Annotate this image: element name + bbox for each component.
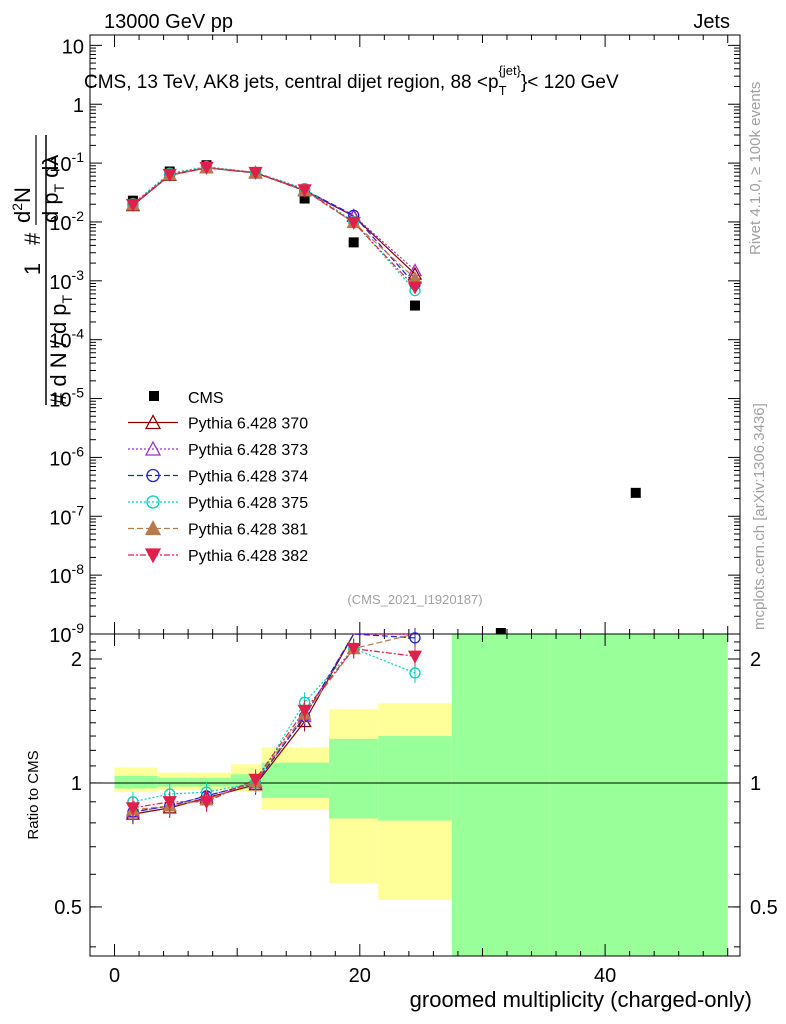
analysis-id: (CMS_2021_I1920187) [347,592,482,607]
mc-line-2 [132,166,416,285]
ratio-point-5 [346,642,361,656]
cms-data-point [348,237,359,248]
cms-data-point [630,487,641,498]
ratio-point-5 [407,650,423,664]
ratio-y-tick-label: 2 [71,649,82,671]
legend-marker-2 [146,468,160,483]
legend-marker-0 [144,414,162,430]
y-tick-label: 10-5 [49,385,84,412]
ratio-y-label: Ratio to CMS [25,750,42,839]
y-label-inner-den: d pTdλ [38,155,67,223]
y-tick-label: 10-3 [49,267,84,294]
y-label-denominator: # d N / d pT [46,294,75,405]
mc-point-5 [125,198,141,212]
ratio-stat-uncertainty-band [378,736,452,821]
y-tick-label: 10-1 [49,149,84,176]
mc-line-3 [132,166,416,292]
y-tick-label: 10-9 [49,620,84,647]
ratio-stat-uncertainty-band [549,634,728,956]
ratio-plot: 0 20 40 0.5 0.5 1 1 2 2 [54,627,778,987]
mc-line-5 [132,166,416,288]
y-tick-label: 10-4 [49,326,84,353]
y-tick-label: 10-7 [49,502,84,529]
ratio-stat-uncertainty-band [114,775,158,789]
ratio-point-5 [162,796,177,810]
energy-label: 13000 GeV pp [104,11,233,33]
y-tick-label: 10-2 [49,208,84,235]
ratio-stat-uncertainty-band [188,777,232,787]
chart-title: CMS, 13 TeV, AK8 jets, central dijet reg… [84,63,619,98]
legend-label-5: Pythia 6.428 382 [188,548,308,565]
x-tick-label: 20 [349,965,371,987]
x-tick-label: 40 [594,965,616,987]
ratio-stat-uncertainty-band [261,762,330,798]
y-tick-label: 1 [73,95,84,117]
ratio-point-5 [297,704,312,718]
y-label-hash: # [20,232,45,245]
legend-label-0: Pythia 6.428 370 [188,416,308,433]
legend-label-2: Pythia 6.428 374 [188,469,308,486]
legend-marker-cms [149,391,159,401]
x-axis-label: groomed multiplicity (charged-only) [410,987,752,1012]
ratio-stat-uncertainty-band [157,777,189,787]
legend-marker-1 [144,440,162,456]
legend-marker-3 [146,495,160,509]
mc-point-5 [297,184,312,198]
ratio-y-tick-label-right: 1 [750,773,761,795]
cms-data-point [495,628,506,638]
legend-marker-4 [144,520,162,536]
mcplots-label: mcplots.cern.ch [arXiv:1306.3436] [751,403,768,630]
y-tick-label: 10-8 [49,561,84,588]
mc-point-5 [248,166,263,180]
legend-label-3: Pythia 6.428 375 [188,495,308,512]
legend-label-4: Pythia 6.428 381 [188,522,308,539]
ratio-stat-uncertainty-band [451,634,550,956]
mc-point-5 [162,168,177,182]
ratio-y-tick-label-right: 0.5 [750,897,778,919]
x-tick-label: 0 [109,965,120,987]
y-label-one: 1 [20,263,45,275]
y-tick-label: 10-6 [49,443,84,470]
ratio-stat-uncertainty-band [329,738,379,819]
ratio-point-5 [125,802,141,816]
ratio-point-3 [409,667,421,679]
ratio-point-5 [199,796,214,810]
legend: CMS Pythia 6.428 370 Pythia 6.428 373 Pythi… [128,390,308,565]
mc-point-5 [346,216,361,230]
mc-point-5 [407,281,423,295]
y-label-numerator: d2N [9,187,35,223]
ratio-y-tick-label-right: 2 [750,649,761,671]
jets-label: Jets [693,11,730,33]
mc-point-5 [199,161,214,175]
ratio-point-2 [409,632,421,644]
mc-line-4 [132,167,416,279]
y-tick-label: 10 [62,36,84,58]
ratio-y-tick-label: 0.5 [54,897,82,919]
cms-data-point [299,193,310,204]
main-plot-frame [89,34,741,635]
y-axis-label: 1 # d N / d pT # d2N d pTdλ [9,135,75,405]
cms-data-point [410,300,420,311]
legend-label-cms: CMS [188,390,224,407]
main-plot: 10-9 10-8 10-7 10-6 10-5 10-4 10-3 10-2 10-1 1 10 [49,34,741,647]
ratio-point-5 [248,773,263,787]
rivet-label: Rivet 4.1.0, ≥ 100k events [747,82,764,255]
ratio-y-tick-label: 1 [71,773,82,795]
mc-line-0 [132,167,416,275]
mc-line-1 [132,166,416,271]
legend-label-1: Pythia 6.428 373 [188,442,308,459]
legend-marker-5 [144,548,162,564]
